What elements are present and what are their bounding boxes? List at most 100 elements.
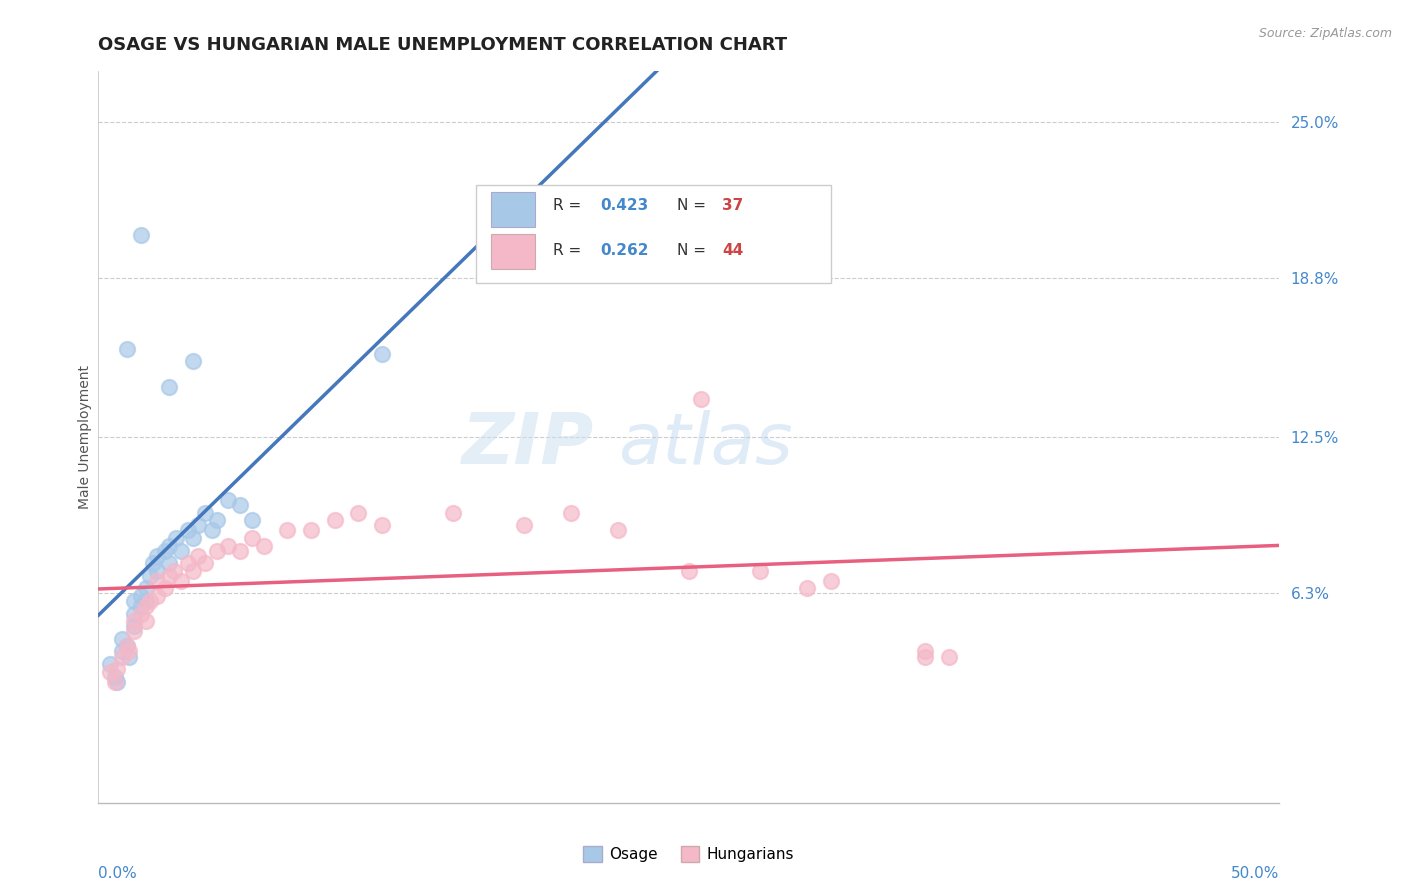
Point [187,549,209,563]
Point [205,543,228,558]
Point [146,549,169,563]
Point [205,513,228,527]
Point [104,674,127,689]
Text: 0.262: 0.262 [600,243,648,258]
Point [194,506,217,520]
Point [153,543,176,558]
Point [118,644,141,658]
Point [135,582,157,596]
Point [146,564,169,578]
Point [240,513,263,527]
Point [122,594,145,608]
Point [181,564,204,578]
Point [129,228,152,243]
Point [115,342,138,356]
FancyBboxPatch shape [477,185,831,284]
Point [104,670,127,684]
Point [347,506,370,520]
Point [165,531,187,545]
Point [229,498,252,512]
Point [118,649,141,664]
Point [129,607,152,621]
Point [153,582,176,596]
Text: 50.0%: 50.0% [1232,866,1279,881]
Point [146,589,169,603]
Point [170,574,193,588]
Text: R =: R = [553,243,586,258]
Point [187,518,209,533]
Text: R =: R = [553,198,586,212]
Text: N =: N = [678,198,711,212]
Point [163,564,186,578]
Text: OSAGE VS HUNGARIAN MALE UNEMPLOYMENT CORRELATION CHART: OSAGE VS HUNGARIAN MALE UNEMPLOYMENT COR… [98,36,787,54]
Point [122,624,145,639]
Text: 0.423: 0.423 [600,198,648,212]
Text: 44: 44 [723,243,744,258]
Point [299,524,322,538]
Point [240,531,263,545]
Point [146,574,169,588]
Point [796,582,818,596]
Point [914,644,936,658]
Point [111,649,134,664]
Text: N =: N = [678,243,711,258]
Point [111,644,134,658]
Point [122,614,145,628]
Point [98,657,121,671]
Point [157,556,180,570]
Point [820,574,842,588]
Point [678,564,700,578]
Point [157,569,180,583]
Text: atlas: atlas [619,410,793,479]
Point [170,543,193,558]
Point [194,556,217,570]
Point [135,594,157,608]
Point [105,674,128,689]
Point [201,524,224,538]
Point [323,513,346,527]
Point [135,599,157,613]
Point [98,665,121,679]
Point [560,506,582,520]
Point [748,564,770,578]
Point [115,640,138,654]
Text: 37: 37 [723,198,744,212]
Point [441,506,464,520]
Text: 0.0%: 0.0% [98,866,138,881]
Legend: Osage, Hungarians: Osage, Hungarians [578,840,800,868]
Point [122,619,145,633]
Point [157,539,180,553]
Point [111,632,134,646]
Point [689,392,711,407]
Point [181,354,204,368]
FancyBboxPatch shape [491,234,536,268]
FancyBboxPatch shape [491,192,536,227]
Point [217,539,239,553]
Point [607,524,630,538]
Point [938,649,960,664]
Point [122,607,145,621]
Point [276,524,298,538]
Point [181,531,204,545]
Y-axis label: Male Unemployment: Male Unemployment [77,365,91,509]
Point [135,614,157,628]
Point [371,518,394,533]
Point [217,493,239,508]
Point [105,662,128,676]
Text: Source: ZipAtlas.com: Source: ZipAtlas.com [1258,27,1392,40]
Point [129,589,152,603]
Point [139,569,162,583]
Point [512,518,534,533]
Point [371,347,394,361]
Point [177,556,200,570]
Point [229,543,252,558]
Point [139,594,162,608]
Point [177,524,200,538]
Text: ZIP: ZIP [463,410,595,479]
Point [914,649,936,664]
Point [142,556,165,570]
Point [157,379,180,393]
Point [115,640,138,654]
Point [253,539,276,553]
Point [129,599,152,613]
